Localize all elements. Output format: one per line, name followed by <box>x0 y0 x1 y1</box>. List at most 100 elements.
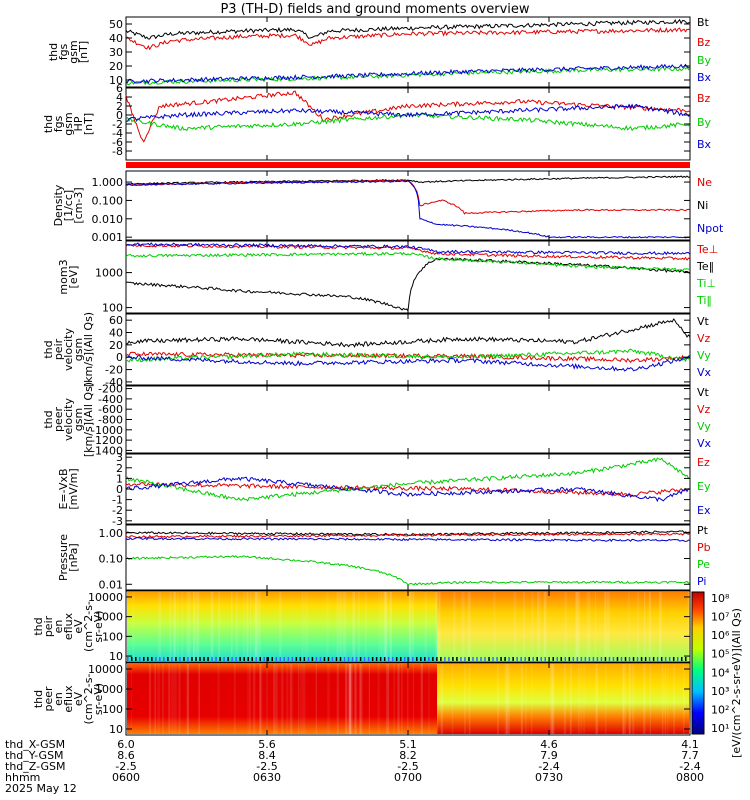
spectrogram-stripe <box>353 592 355 661</box>
legend-entry: Ne <box>697 176 712 189</box>
spectrogram-flag <box>496 657 498 661</box>
spectrogram-flag <box>307 657 310 661</box>
y-axis-label: fgs <box>57 43 70 60</box>
spectrogram-stripe <box>259 664 262 734</box>
y-tick-label: 10 <box>109 74 123 87</box>
y-tick-label: 1000 <box>95 683 123 696</box>
spectrogram-flag <box>648 657 651 661</box>
legend-entry: Ti⊥ <box>696 277 716 290</box>
spectrogram-stripe <box>266 664 268 734</box>
spectrogram-stripe <box>302 592 304 661</box>
y-axis-label: (cm^2-s- <box>82 601 95 652</box>
series-line-Ne <box>125 179 691 215</box>
spectrogram-stripe <box>286 664 289 734</box>
x-axis-value: 7.7 <box>681 749 699 762</box>
spectrogram-flag <box>319 657 322 661</box>
spectrogram-flag <box>135 657 137 661</box>
spectrogram-flag <box>664 657 667 661</box>
spectrogram-stripe <box>428 664 430 734</box>
spectrogram-flag <box>528 657 530 661</box>
y-tick-label: 50 <box>109 18 123 31</box>
y-axis-label: [eV] <box>67 266 80 289</box>
spectrogram-flag <box>331 657 334 661</box>
colorbar-tick-label: 10⁸ <box>711 592 730 605</box>
y-axis-label: en <box>52 620 65 634</box>
spectrogram-stripe <box>513 592 517 661</box>
spectrogram-stripe <box>247 664 249 734</box>
spectrogram-stripe <box>218 592 220 661</box>
spectrogram-stripe <box>393 664 396 734</box>
spectrogram-stripe <box>575 592 578 661</box>
y-tick-label: -40 <box>105 376 123 389</box>
spectrogram-stripe <box>187 664 189 734</box>
spectrogram-flag <box>580 657 583 661</box>
spectrogram-stripe <box>624 664 626 734</box>
legend-entry: Vz <box>697 403 711 416</box>
panel-frame <box>125 313 691 386</box>
spectrogram-flag <box>640 657 643 661</box>
spectrogram-stripe <box>235 592 237 661</box>
y-tick-label: 10000 <box>88 591 123 604</box>
spectrogram-flag <box>480 657 482 661</box>
y-axis-label: sr-eV) <box>92 610 105 642</box>
legend-entry: By <box>697 54 712 67</box>
spectrogram-flag <box>239 657 241 661</box>
spectrogram-stripe <box>461 592 464 661</box>
x-axis-value: 0630 <box>253 771 281 784</box>
spectrogram-flag <box>644 657 647 661</box>
x-axis-value: 8.6 <box>117 749 135 762</box>
spectrogram-flag <box>371 657 374 661</box>
spectrogram-stripe <box>607 592 609 661</box>
spectrogram-flag <box>464 657 466 661</box>
y-axis-label: thd <box>32 617 45 635</box>
spectrogram-flag <box>412 657 414 661</box>
spectrogram-stripe <box>595 592 597 661</box>
spectrogram-stripe <box>440 664 444 734</box>
spectrogram-flag <box>395 657 398 661</box>
legend-entry: Ni <box>697 199 708 212</box>
y-axis-label: (cm^2-s- <box>82 674 95 725</box>
y-axis-label: [nT] <box>77 41 90 63</box>
spectrogram-flag <box>436 657 438 661</box>
y-axis-label: [1/cc] <box>62 190 75 221</box>
spectrogram-stripe <box>377 664 380 734</box>
y-axis-label: eV <box>72 619 85 634</box>
spectrogram-flag <box>684 657 687 661</box>
spectrogram-stripe <box>504 664 507 734</box>
spectrogram-stripe <box>368 664 370 734</box>
x-axis-value: -2.4 <box>538 760 559 773</box>
series-line-Te⊥ <box>125 243 691 261</box>
spectrogram-flag <box>367 657 370 661</box>
spectrogram-flag <box>155 657 157 661</box>
y-axis-label: mom3 <box>57 259 70 294</box>
spectrogram-stripe <box>644 592 646 661</box>
y-tick-label: 0.001 <box>92 231 124 244</box>
spectrogram-stripe <box>249 592 252 661</box>
spectrogram-stripe <box>186 664 189 734</box>
spectrogram-stripe <box>682 664 685 734</box>
spectrogram-stripe <box>462 592 465 661</box>
y-tick-label: 100 <box>102 630 123 643</box>
y-tick-label: 60 <box>109 314 123 327</box>
x-axis-value: 7.9 <box>540 749 558 762</box>
spectrogram-flag <box>303 657 306 661</box>
spectrogram-stripe <box>643 664 646 734</box>
spectrogram-stripe <box>451 664 454 734</box>
spectrogram-flag <box>195 657 197 661</box>
y-axis-label: Density <box>52 184 65 226</box>
y-tick-label: 2 <box>116 462 123 475</box>
panel-pressure: 1.00 0.10 0.01 Pressure[nPa] Pt Pb Pe Pi <box>57 524 711 591</box>
y-axis-label: eflux <box>62 685 75 713</box>
spectrogram-flag <box>295 657 298 661</box>
y-tick-label: -200 <box>98 383 123 396</box>
spectrogram-flag <box>584 657 587 661</box>
spectrogram-flag <box>452 657 454 661</box>
spectrogram-stripe <box>193 592 196 661</box>
spectrogram-stripe <box>162 664 164 734</box>
colorbar-tick-label: 10⁷ <box>711 611 729 624</box>
y-tick-label: 1.000 <box>92 176 124 189</box>
spectrogram-stripe <box>258 592 261 661</box>
spectrogram-stripe <box>389 592 392 661</box>
legend-entry: Te‖ <box>696 260 714 273</box>
